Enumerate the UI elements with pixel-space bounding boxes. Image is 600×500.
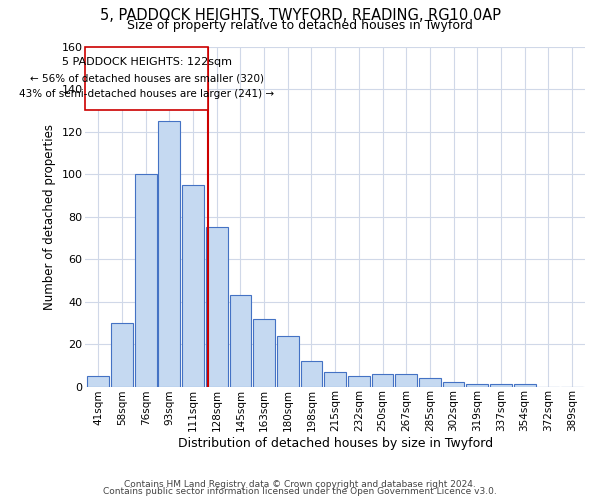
Y-axis label: Number of detached properties: Number of detached properties — [43, 124, 56, 310]
Bar — [230, 295, 251, 386]
X-axis label: Distribution of detached houses by size in Twyford: Distribution of detached houses by size … — [178, 437, 493, 450]
Bar — [111, 323, 133, 386]
Bar — [490, 384, 512, 386]
Bar — [443, 382, 464, 386]
Bar — [182, 184, 204, 386]
Bar — [301, 361, 322, 386]
Text: Contains public sector information licensed under the Open Government Licence v3: Contains public sector information licen… — [103, 487, 497, 496]
Bar — [348, 376, 370, 386]
Bar — [253, 318, 275, 386]
Bar — [419, 378, 441, 386]
FancyBboxPatch shape — [85, 46, 208, 110]
Bar — [88, 376, 109, 386]
Bar — [324, 372, 346, 386]
Bar — [395, 374, 417, 386]
Bar — [135, 174, 157, 386]
Bar — [371, 374, 394, 386]
Text: 5 PADDOCK HEIGHTS: 122sqm: 5 PADDOCK HEIGHTS: 122sqm — [62, 58, 232, 68]
Bar — [514, 384, 536, 386]
Text: Contains HM Land Registry data © Crown copyright and database right 2024.: Contains HM Land Registry data © Crown c… — [124, 480, 476, 489]
Text: ← 56% of detached houses are smaller (320): ← 56% of detached houses are smaller (32… — [30, 74, 264, 84]
Text: 43% of semi-detached houses are larger (241) →: 43% of semi-detached houses are larger (… — [19, 90, 274, 100]
Bar — [206, 227, 227, 386]
Text: Size of property relative to detached houses in Twyford: Size of property relative to detached ho… — [127, 18, 473, 32]
Bar — [277, 336, 299, 386]
Text: 5, PADDOCK HEIGHTS, TWYFORD, READING, RG10 0AP: 5, PADDOCK HEIGHTS, TWYFORD, READING, RG… — [100, 8, 500, 22]
Bar — [466, 384, 488, 386]
Bar — [158, 121, 180, 386]
